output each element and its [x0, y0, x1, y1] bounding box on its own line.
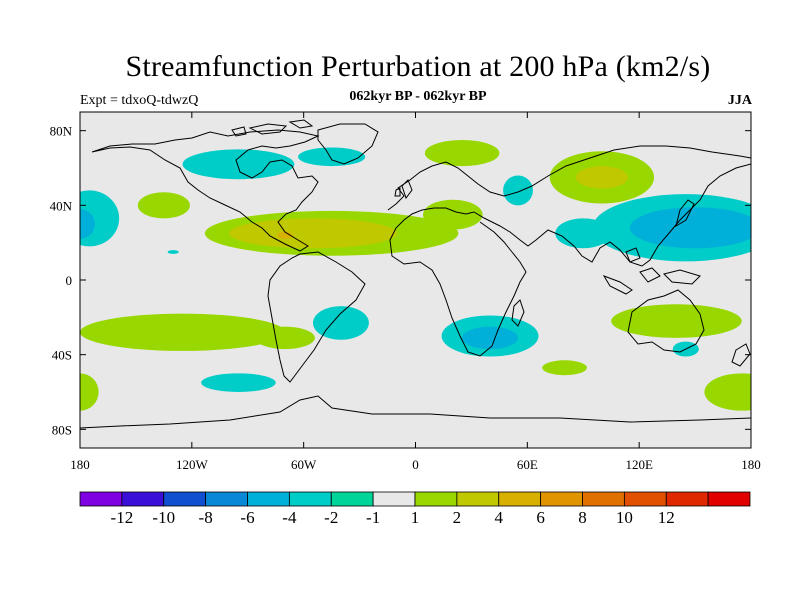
colorbar-label: -2	[324, 508, 338, 527]
experiment-label: Expt = tdxoQ-tdwzQ	[80, 93, 199, 108]
lon-tick-label: 180	[70, 457, 90, 472]
coastline-antarctica	[80, 395, 751, 429]
colorbar-swatch	[163, 491, 207, 507]
colorbar-label: -12	[111, 508, 134, 527]
lat-tick-label: 0	[66, 273, 73, 288]
coastline-british-isles	[394, 179, 413, 200]
colorbar-swatch	[372, 491, 416, 507]
colorbar-label: -10	[152, 508, 175, 527]
coastline-maritime-continent	[602, 247, 701, 295]
anomaly-south-atlantic-negative	[312, 306, 369, 340]
anomaly-siberia-core	[575, 166, 628, 189]
longitude-axis: 180 120W 60W 0 60E 120E 180	[70, 112, 761, 472]
colorbar-label: 8	[578, 508, 587, 527]
colorbar-label: 2	[453, 508, 462, 527]
colorbar-label: 6	[536, 508, 545, 527]
lon-tick-label: 60E	[517, 457, 538, 472]
plot-subtitle: 062kyr BP - 062kyr BP	[349, 89, 487, 104]
coastline-new-zealand	[731, 343, 751, 367]
colorbar-swatch	[205, 491, 248, 507]
colorbar-label: 1	[411, 508, 420, 527]
anomaly-south-america-positive	[255, 326, 315, 350]
lon-tick-label: 60W	[291, 457, 317, 472]
anomaly-subtropical-atlantic-core	[229, 218, 397, 249]
lon-tick-label: 120E	[625, 457, 653, 472]
coastline-japan	[675, 199, 695, 228]
colorbar-swatch	[540, 491, 583, 507]
plot-title: Streamfunction Perturbation at 200 hPa (…	[125, 50, 711, 83]
anomaly-scandinavia-positive	[424, 140, 500, 167]
anomaly-subtropical-atlantic-peak	[277, 231, 293, 239]
lon-tick-label: 180	[741, 457, 761, 472]
colorbar-swatch	[582, 491, 625, 507]
colorbar-swatch	[707, 491, 751, 507]
colorbar-label: -8	[199, 508, 213, 527]
colorbar-label: 10	[616, 508, 633, 527]
anomaly-north-pacific-west-core	[80, 209, 95, 239]
coastline-australia	[627, 289, 705, 353]
colorbar-swatch	[247, 491, 290, 507]
anomaly-central-asia-negative	[555, 218, 612, 249]
anomaly-north-pacific-east-positive	[137, 192, 190, 219]
colorbar: -12 -10 -8 -6 -4 -2 -1 1 2 4 6 8 10 12	[79, 491, 751, 527]
colorbar-swatch	[288, 491, 332, 507]
season-label: JJA	[727, 93, 752, 108]
anomaly-southern-ocean-negative	[201, 373, 276, 392]
anomaly-greenland-negative	[298, 147, 366, 167]
map-background	[80, 112, 751, 448]
colorbar-swatch	[456, 491, 500, 507]
colorbar-label: -4	[282, 508, 297, 527]
coastline-eurasia-africa	[387, 145, 751, 357]
anomaly-southern-indian-positive	[542, 360, 587, 376]
anomaly-australia-positive	[611, 304, 742, 338]
coastline-north-america	[91, 129, 320, 252]
anomaly-asia-pacific-core	[629, 207, 751, 249]
colorbar-label: -6	[240, 508, 254, 527]
anomaly-caspian-negative	[503, 175, 533, 206]
colorbar-swatch	[121, 491, 165, 507]
colorbar-swatch	[414, 491, 458, 507]
lat-tick-label: 80N	[50, 124, 73, 139]
colorbar-label: 12	[658, 508, 675, 527]
anomaly-southern-ocean-east-positive	[704, 373, 751, 411]
coastline-south-america	[267, 251, 366, 383]
colorbar-label: 4	[495, 508, 504, 527]
coastline-madagascar	[511, 299, 525, 327]
colorbar-label: -1	[366, 508, 380, 527]
anomaly-tropical-pacific-speck	[167, 250, 179, 254]
anomaly-north-africa-positive	[422, 199, 483, 230]
anomaly-arctic-canada-negative	[182, 149, 295, 180]
coastlines	[80, 119, 751, 429]
colorbar-swatch	[79, 491, 123, 507]
colorbar-swatch	[665, 491, 709, 507]
lat-tick-label: 40S	[52, 348, 72, 363]
anomaly-south-africa-core	[462, 326, 519, 350]
coastline-arctic-islands	[231, 119, 314, 137]
latitude-axis: 80N 40N 0 40S 80S	[50, 124, 751, 437]
colorbar-swatch	[330, 491, 374, 507]
lon-tick-label: 120W	[176, 457, 209, 472]
coastline-greenland	[317, 123, 379, 165]
lat-tick-label: 40N	[50, 198, 73, 213]
colorbar-swatch	[623, 491, 667, 507]
lat-tick-label: 80S	[52, 422, 72, 437]
anomaly-field	[80, 140, 751, 411]
colorbar-swatch	[498, 491, 542, 507]
lon-tick-label: 0	[412, 457, 419, 472]
anomaly-south-pacific-positive	[80, 313, 286, 351]
anomaly-southern-ocean-west-positive	[80, 373, 99, 411]
